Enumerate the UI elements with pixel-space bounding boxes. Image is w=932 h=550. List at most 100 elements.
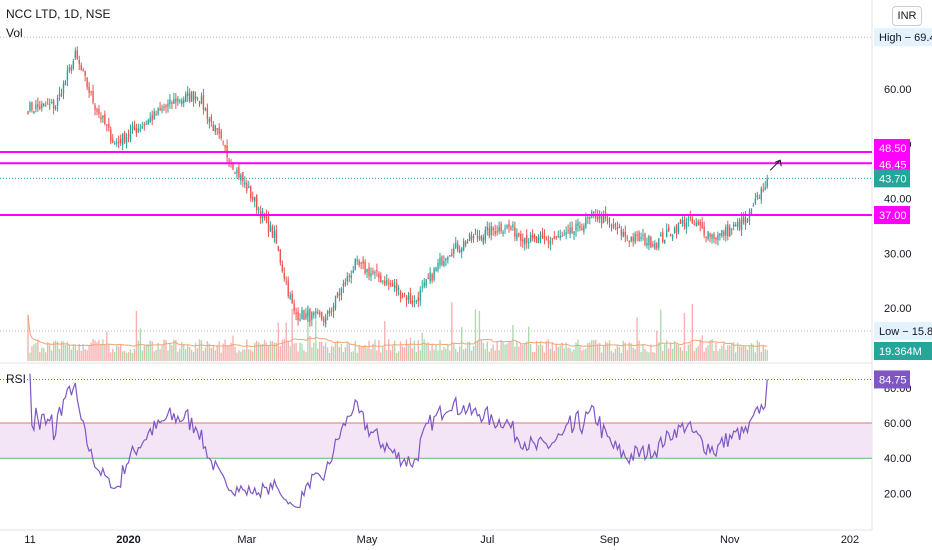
volume-bar xyxy=(186,345,189,361)
candle-body xyxy=(322,318,325,322)
currency-button[interactable]: INR xyxy=(892,6,922,26)
candles xyxy=(27,46,768,328)
candle-body xyxy=(516,233,518,239)
candle-body xyxy=(48,104,51,106)
candle-body xyxy=(117,141,120,143)
volume-bar xyxy=(397,351,400,361)
volume-bar xyxy=(559,345,561,361)
volume-bar xyxy=(713,350,715,361)
volume-bar xyxy=(435,345,437,361)
candle-body xyxy=(721,230,723,237)
candle-body xyxy=(472,235,475,239)
volume-bar xyxy=(622,340,624,361)
volume-bar xyxy=(620,352,623,361)
volume-bar xyxy=(151,341,153,361)
candle-body xyxy=(70,67,73,71)
volume-bar xyxy=(596,344,599,361)
candle-body xyxy=(228,160,230,164)
volume-bar xyxy=(571,351,573,361)
volume-bar xyxy=(338,347,341,361)
time-tick-label: 2020 xyxy=(116,534,140,546)
volume-bar xyxy=(628,342,630,361)
candle-body xyxy=(50,102,53,104)
volume-bar xyxy=(309,335,311,361)
candle-body xyxy=(194,96,197,100)
candle-body xyxy=(685,222,688,229)
volume-bar xyxy=(41,347,43,361)
candle-body xyxy=(171,102,173,105)
candle-body xyxy=(206,108,209,119)
volume-bar xyxy=(413,340,416,361)
volume-bar xyxy=(488,351,490,361)
volume-bar xyxy=(462,349,465,361)
volume-bar xyxy=(549,348,552,361)
volume-bar xyxy=(675,344,678,361)
arrow-head xyxy=(775,159,782,167)
volume-bar xyxy=(230,342,232,361)
volume-bar xyxy=(573,349,575,361)
volume-bar xyxy=(313,342,315,361)
volume-bar xyxy=(685,351,688,361)
volume-ma-line xyxy=(27,314,768,348)
volume-bar xyxy=(746,349,749,361)
volume-bar xyxy=(441,350,443,361)
volume-bar xyxy=(760,351,762,361)
candle-body xyxy=(224,145,226,148)
candle-body xyxy=(464,241,467,246)
candle-body xyxy=(185,93,187,102)
volume-bar xyxy=(319,341,321,361)
volume-bar xyxy=(531,352,534,361)
candle-body xyxy=(66,70,69,81)
candle-body xyxy=(188,92,191,102)
candle-body xyxy=(125,137,128,144)
volume-bar xyxy=(664,344,666,361)
volume-bar xyxy=(701,335,703,361)
candle-body xyxy=(626,237,628,239)
candle-body xyxy=(175,98,177,103)
candle-body xyxy=(232,162,234,170)
volume-bar xyxy=(504,344,506,361)
volume-bar xyxy=(399,341,402,361)
volume-bar xyxy=(388,339,390,361)
volume-bar xyxy=(660,309,662,361)
candle-body xyxy=(358,261,360,265)
candle-body xyxy=(482,237,485,244)
volume-bar xyxy=(624,342,626,361)
candle-body xyxy=(291,293,293,304)
volume-bar xyxy=(449,350,451,361)
volume-bar xyxy=(707,345,709,361)
volume-bar xyxy=(486,341,488,361)
volume-bar xyxy=(673,341,676,361)
candle-body xyxy=(595,214,597,219)
candle-body xyxy=(522,239,524,242)
candle-body xyxy=(405,296,408,301)
volume-bar xyxy=(695,347,697,361)
candle-body xyxy=(524,238,526,245)
volume-bar xyxy=(403,347,406,361)
candle-body xyxy=(350,275,352,279)
candle-body xyxy=(330,310,333,312)
volume-bar xyxy=(127,351,130,361)
volume-bar xyxy=(600,352,603,361)
volume-bar xyxy=(665,340,668,361)
volume-bar xyxy=(616,345,619,361)
candle-body xyxy=(62,83,65,94)
candle-body xyxy=(581,228,583,231)
candle-body xyxy=(204,108,207,111)
volume-bar xyxy=(376,350,378,361)
candle-body xyxy=(315,311,317,314)
volume-bar xyxy=(153,351,155,361)
candle-body xyxy=(181,100,183,104)
candle-body xyxy=(468,234,471,242)
grid-lines xyxy=(0,0,873,531)
volume-bar xyxy=(82,344,84,361)
volume-bar xyxy=(246,339,248,361)
candle-body xyxy=(108,124,110,128)
volume-bar xyxy=(157,342,159,361)
candle-body xyxy=(295,312,297,315)
candle-body xyxy=(137,128,140,132)
volume-bar xyxy=(553,351,556,361)
volume-bar xyxy=(125,352,128,361)
volume-bar xyxy=(324,342,327,361)
